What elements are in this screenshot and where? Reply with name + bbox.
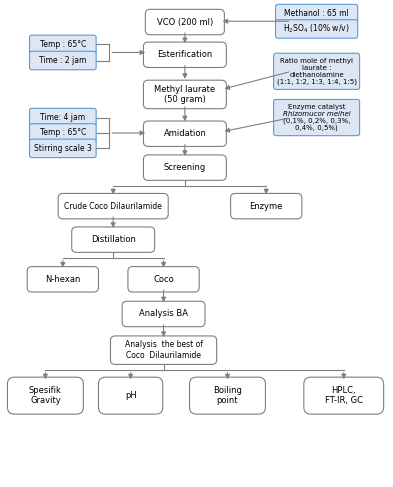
- FancyBboxPatch shape: [143, 155, 226, 180]
- Text: Distillation: Distillation: [91, 235, 136, 244]
- FancyBboxPatch shape: [58, 193, 168, 219]
- FancyBboxPatch shape: [143, 121, 226, 147]
- FancyBboxPatch shape: [128, 266, 199, 292]
- Text: Crude Coco Dilaurilamide: Crude Coco Dilaurilamide: [64, 202, 162, 211]
- Text: Enzyme: Enzyme: [250, 202, 283, 211]
- Text: Temp : 65°C: Temp : 65°C: [40, 129, 86, 137]
- FancyBboxPatch shape: [274, 53, 360, 90]
- FancyBboxPatch shape: [99, 377, 163, 414]
- Text: Time: 4 jam: Time: 4 jam: [40, 113, 85, 122]
- FancyBboxPatch shape: [29, 124, 96, 142]
- FancyBboxPatch shape: [274, 99, 360, 136]
- Text: Amidation: Amidation: [163, 129, 206, 138]
- Text: pH: pH: [125, 391, 136, 400]
- FancyBboxPatch shape: [145, 9, 224, 35]
- FancyBboxPatch shape: [27, 266, 99, 292]
- Text: Analysis  the best of
Coco  Dilaurilamide: Analysis the best of Coco Dilaurilamide: [125, 340, 202, 360]
- Text: Spesifik
Gravity: Spesifik Gravity: [29, 386, 62, 405]
- FancyBboxPatch shape: [29, 139, 96, 158]
- Text: Coco: Coco: [153, 275, 174, 284]
- FancyBboxPatch shape: [231, 193, 302, 219]
- FancyBboxPatch shape: [275, 4, 358, 23]
- FancyBboxPatch shape: [122, 301, 205, 327]
- FancyBboxPatch shape: [189, 377, 265, 414]
- Text: N-hexan: N-hexan: [45, 275, 81, 284]
- Text: H$_2$SO$_4$ (10% w/v): H$_2$SO$_4$ (10% w/v): [283, 23, 350, 35]
- FancyBboxPatch shape: [143, 80, 226, 109]
- FancyBboxPatch shape: [304, 377, 384, 414]
- Text: Boiling
point: Boiling point: [213, 386, 242, 405]
- FancyBboxPatch shape: [110, 336, 217, 364]
- Text: Screening: Screening: [164, 163, 206, 172]
- FancyBboxPatch shape: [275, 20, 358, 38]
- Text: Methanol : 65 ml: Methanol : 65 ml: [284, 9, 349, 18]
- Text: Enzyme catalyst: Enzyme catalyst: [288, 104, 345, 110]
- Text: Stirring scale 3: Stirring scale 3: [34, 144, 92, 153]
- FancyBboxPatch shape: [29, 51, 96, 70]
- FancyBboxPatch shape: [29, 35, 96, 54]
- Text: Esterification: Esterification: [157, 50, 213, 59]
- FancyBboxPatch shape: [7, 377, 83, 414]
- Text: Temp : 65°C: Temp : 65°C: [40, 40, 86, 49]
- Text: 0,4%, 0,5%): 0,4%, 0,5%): [295, 125, 338, 131]
- FancyBboxPatch shape: [72, 227, 155, 252]
- FancyBboxPatch shape: [143, 42, 226, 68]
- Text: HPLC,
FT-IR, GC: HPLC, FT-IR, GC: [325, 386, 363, 405]
- FancyBboxPatch shape: [29, 108, 96, 127]
- Text: (0,1%, 0,2%, 0,3%,: (0,1%, 0,2%, 0,3%,: [283, 118, 350, 124]
- Text: Analysis BA: Analysis BA: [139, 309, 188, 318]
- Text: Ratio mole of methyl
laurate :
diethanolamine
(1:1, 1:2, 1:3, 1:4, 1:5): Ratio mole of methyl laurate : diethanol…: [277, 57, 356, 85]
- Text: Time : 2 jam: Time : 2 jam: [39, 56, 86, 65]
- Text: Methyl laurate
(50 gram): Methyl laurate (50 gram): [154, 85, 215, 104]
- Text: Rhizomucor meihei: Rhizomucor meihei: [283, 111, 351, 117]
- Text: VCO (200 ml): VCO (200 ml): [157, 18, 213, 26]
